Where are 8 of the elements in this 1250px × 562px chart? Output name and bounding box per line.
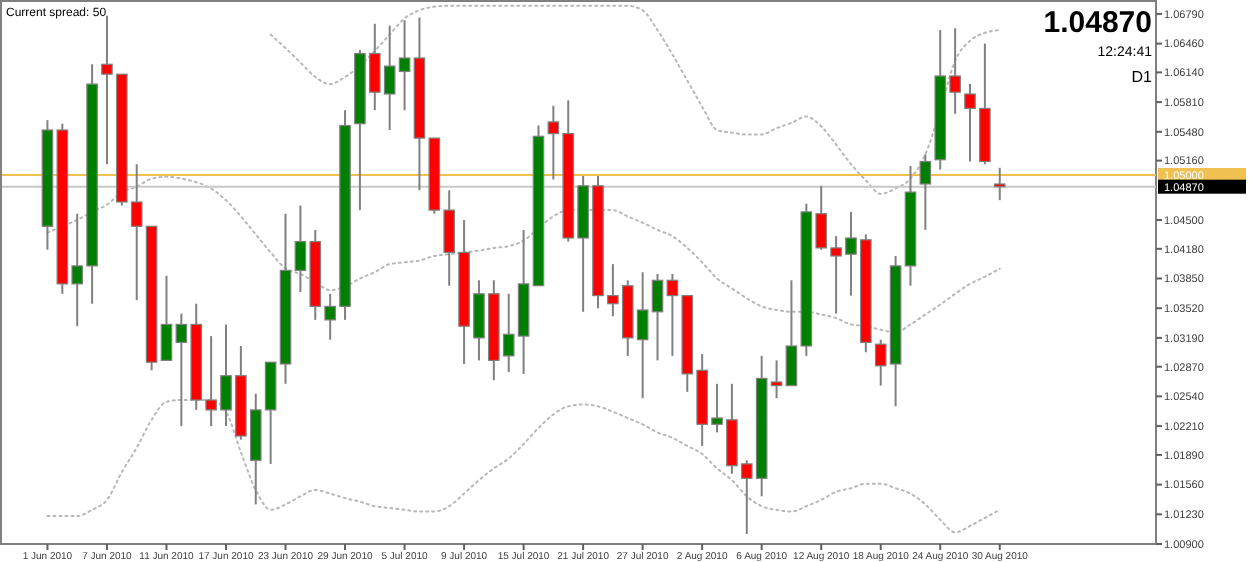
line-series: [269, 4, 1001, 195]
candlestick: [993, 166, 1006, 202]
text: 1.04870: [1043, 6, 1152, 40]
text: D1: [1131, 68, 1154, 86]
candlestick: [651, 273, 664, 362]
line-series: [46, 175, 1001, 334]
candlestick: [160, 274, 173, 362]
candlestick: [919, 153, 932, 231]
